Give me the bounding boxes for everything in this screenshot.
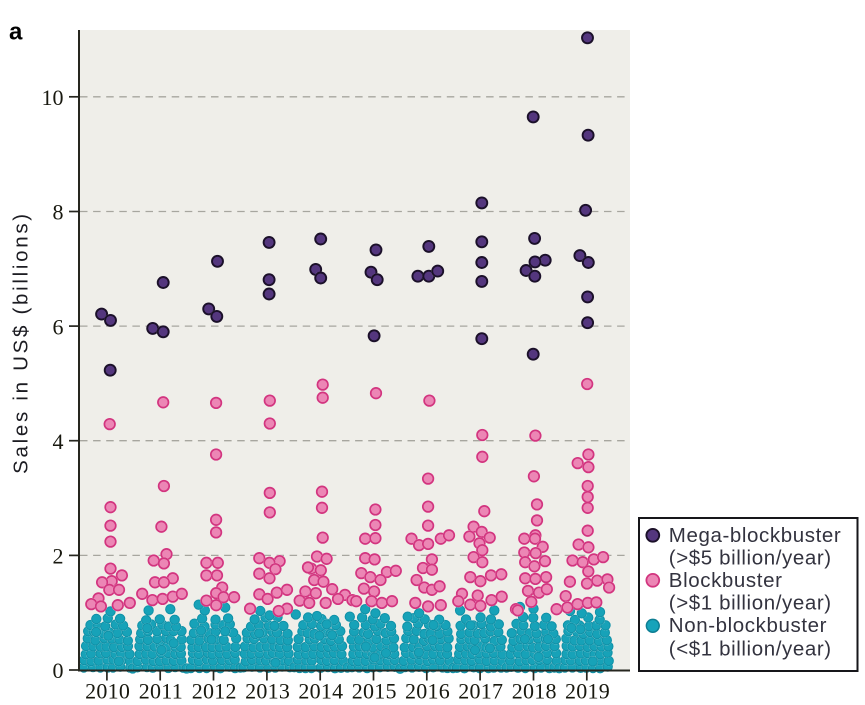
svg-text:2013: 2013 xyxy=(245,679,290,704)
svg-text:10: 10 xyxy=(42,85,64,110)
svg-text:2016: 2016 xyxy=(405,679,450,704)
svg-text:(>$5 billion/year): (>$5 billion/year) xyxy=(669,546,832,569)
svg-text:Blockbuster: Blockbuster xyxy=(669,569,783,592)
svg-text:Non-blockbuster: Non-blockbuster xyxy=(669,614,827,637)
svg-text:2019: 2019 xyxy=(565,679,610,704)
svg-text:a: a xyxy=(9,19,23,46)
svg-text:2010: 2010 xyxy=(85,679,130,704)
svg-text:(<$1 billion/year): (<$1 billion/year) xyxy=(669,638,832,661)
svg-text:2017: 2017 xyxy=(458,679,503,704)
svg-text:2012: 2012 xyxy=(192,679,237,704)
svg-text:2011: 2011 xyxy=(139,679,183,704)
svg-text:8: 8 xyxy=(53,200,64,225)
svg-text:Mega-blockbuster: Mega-blockbuster xyxy=(669,524,842,547)
svg-text:6: 6 xyxy=(53,314,64,339)
svg-text:2015: 2015 xyxy=(352,679,397,704)
svg-text:2018: 2018 xyxy=(512,679,557,704)
svg-text:0: 0 xyxy=(53,658,64,683)
svg-text:(>$1 billion/year): (>$1 billion/year) xyxy=(669,591,832,614)
svg-text:4: 4 xyxy=(53,429,64,454)
svg-text:Sales in US$ (billions): Sales in US$ (billions) xyxy=(10,211,33,474)
svg-text:2014: 2014 xyxy=(298,679,343,704)
svg-text:2: 2 xyxy=(53,544,64,569)
